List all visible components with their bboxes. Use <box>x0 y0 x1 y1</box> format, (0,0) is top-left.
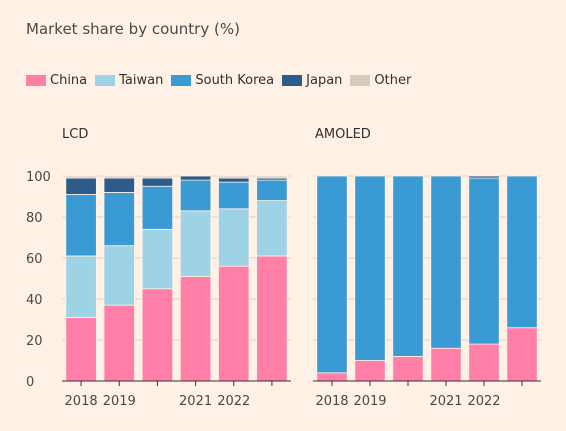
lcd-bar-china-2018 <box>65 317 97 382</box>
legend-label-china: China <box>50 73 88 88</box>
amoled-bar-china-2020 <box>392 355 424 382</box>
lcd-bar-japan-2022 <box>218 177 250 183</box>
legend-label-japan: Japan <box>306 73 343 88</box>
lcd-x-tick-label: 2022 <box>217 394 250 409</box>
lcd-bar-south-korea-2018 <box>65 194 97 257</box>
lcd-x-tick-label: 2018 <box>65 394 98 409</box>
lcd-bar-other-2020 <box>141 175 174 179</box>
legend-item-china: China <box>26 73 87 88</box>
amoled-x-tick-label: 2019 <box>353 394 386 409</box>
legend-label-taiwan: Taiwan <box>119 73 164 88</box>
legend-item-other: Other <box>350 73 411 88</box>
legend-swatch-taiwan <box>95 75 116 86</box>
lcd-bar-japan-2018 <box>65 177 97 195</box>
legend-swatch-other <box>350 75 371 86</box>
legend-item-south-korea: South Korea <box>171 73 274 88</box>
amoled-bar-south-korea-2022 <box>468 177 500 345</box>
lcd-bar-japan-2021 <box>179 175 212 181</box>
y-tick-label: 20 <box>26 334 43 349</box>
amoled-bar-china-2019 <box>354 360 386 382</box>
y-tick-label: 100 <box>26 170 51 185</box>
panel-title-lcd: LCD <box>62 127 89 142</box>
lcd-bar-other-2018 <box>65 175 97 179</box>
lcd-bar-japan-2019 <box>103 177 135 193</box>
y-tick-label: 60 <box>26 252 43 267</box>
amoled-bar-south-korea-2019 <box>354 175 386 361</box>
lcd-bar-taiwan-2023 <box>256 200 288 257</box>
lcd-bar-other-2022 <box>218 175 250 179</box>
lcd-bar-taiwan-2021 <box>179 210 212 277</box>
amoled-bar-japan-2022 <box>468 175 500 179</box>
lcd-bar-south-korea-2019 <box>103 191 135 247</box>
y-tick-label: 0 <box>26 375 34 390</box>
amoled-bar-china-2021 <box>430 347 462 382</box>
panel-title-amoled: AMOLED <box>315 127 371 142</box>
lcd-bar-japan-2020 <box>141 177 174 187</box>
lcd-bar-taiwan-2019 <box>103 245 135 306</box>
lcd-bar-south-korea-2021 <box>179 179 212 212</box>
lcd-bar-south-korea-2020 <box>141 185 174 230</box>
lcd-bar-taiwan-2022 <box>218 208 250 267</box>
amoled-bar-south-korea-2018 <box>316 175 348 374</box>
lcd-bar-china-2022 <box>218 265 250 382</box>
legend-item-taiwan: Taiwan <box>95 73 163 88</box>
amoled-bar-south-korea-2020 <box>392 175 424 357</box>
lcd-x-tick-label: 2019 <box>103 394 136 409</box>
lcd-bar-china-2021 <box>179 276 212 382</box>
legend-label-other: Other <box>374 73 412 88</box>
legend: China Taiwan South Korea Japan Other <box>26 73 419 88</box>
lcd-bar-china-2020 <box>141 288 174 382</box>
amoled-bar-china-2023 <box>506 327 538 382</box>
amoled-bar-china-2022 <box>468 343 500 382</box>
lcd-bar-taiwan-2018 <box>65 255 97 318</box>
amoled-x-tick-label: 2018 <box>315 394 348 409</box>
amoled-bar-china-2018 <box>316 372 348 382</box>
lcd-bar-china-2019 <box>103 304 135 382</box>
amoled-bar-south-korea-2021 <box>430 175 462 349</box>
amoled-x-tick-label: 2021 <box>429 394 462 409</box>
legend-swatch-china <box>26 75 46 86</box>
amoled-x-tick-label: 2022 <box>467 394 500 409</box>
legend-swatch-south-korea <box>171 75 192 86</box>
legend-label-south-korea: South Korea <box>195 73 275 88</box>
chart-subtitle: Market share by country (%) <box>26 20 240 38</box>
y-tick-label: 80 <box>26 211 43 226</box>
lcd-bar-taiwan-2020 <box>141 228 174 290</box>
lcd-bar-other-2019 <box>103 175 135 179</box>
lcd-bar-south-korea-2022 <box>218 181 250 210</box>
lcd-bar-china-2023 <box>256 255 288 382</box>
lcd-x-tick-label: 2021 <box>179 394 212 409</box>
y-tick-label: 40 <box>26 293 43 308</box>
lcd-bar-other-2023 <box>256 175 288 179</box>
legend-item-japan: Japan <box>282 73 342 88</box>
legend-swatch-japan <box>282 75 303 86</box>
amoled-bar-south-korea-2023 <box>506 175 538 329</box>
lcd-bar-south-korea-2023 <box>256 179 288 202</box>
